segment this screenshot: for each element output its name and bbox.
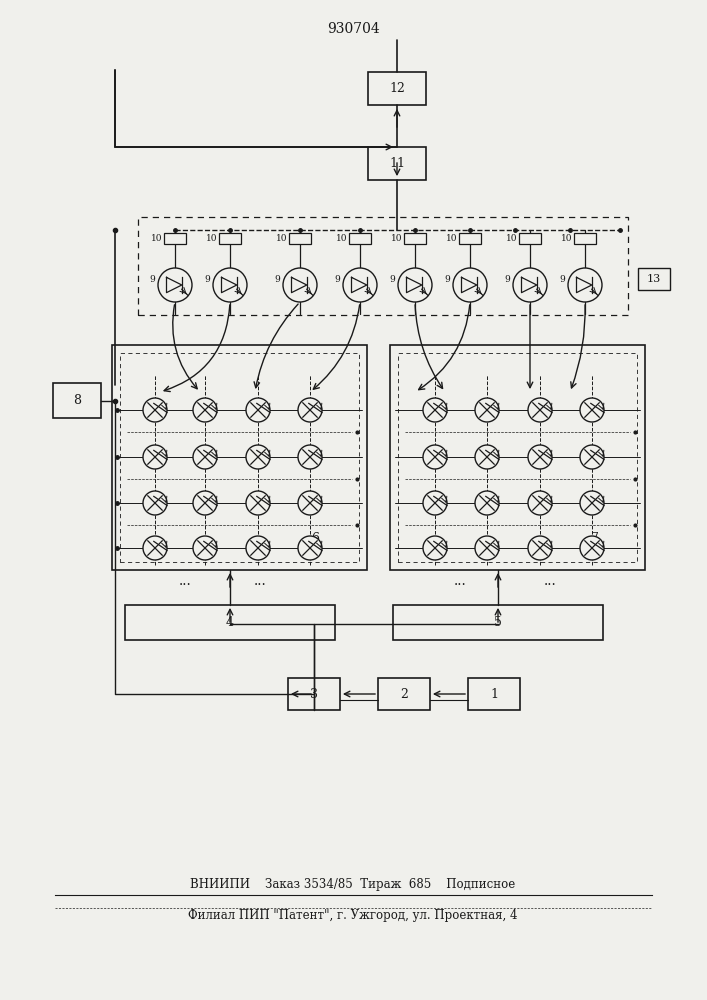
Text: 12: 12: [389, 82, 405, 95]
Circle shape: [246, 398, 270, 422]
Bar: [393, 605, 603, 640]
Text: 5: 5: [494, 616, 502, 629]
Bar: [638, 268, 670, 290]
Circle shape: [246, 445, 270, 469]
Circle shape: [398, 268, 432, 302]
Text: 2: 2: [400, 688, 408, 700]
Circle shape: [475, 491, 499, 515]
Circle shape: [580, 536, 604, 560]
Circle shape: [193, 445, 217, 469]
Text: 10: 10: [561, 234, 572, 243]
Bar: [519, 233, 541, 244]
Circle shape: [143, 491, 167, 515]
Text: 1: 1: [490, 688, 498, 700]
Bar: [349, 233, 371, 244]
Circle shape: [580, 445, 604, 469]
Text: 9: 9: [505, 275, 510, 284]
Circle shape: [283, 268, 317, 302]
Text: ВНИИПИ    Заказ 3534/85  Тираж  685    Подписное: ВНИИПИ Заказ 3534/85 Тираж 685 Подписное: [190, 878, 515, 891]
Bar: [368, 72, 426, 105]
Circle shape: [246, 491, 270, 515]
Text: 3: 3: [310, 688, 318, 700]
Text: 930704: 930704: [327, 22, 380, 36]
Text: 10: 10: [445, 234, 457, 243]
Circle shape: [246, 536, 270, 560]
Text: 10: 10: [206, 234, 217, 243]
Circle shape: [143, 445, 167, 469]
Bar: [164, 233, 186, 244]
Text: 11: 11: [389, 157, 405, 170]
Text: 9: 9: [150, 275, 156, 284]
Circle shape: [568, 268, 602, 302]
Circle shape: [298, 491, 322, 515]
Text: 10: 10: [276, 234, 287, 243]
Circle shape: [475, 445, 499, 469]
Text: 9: 9: [560, 275, 566, 284]
Bar: [289, 233, 311, 244]
Circle shape: [213, 268, 247, 302]
Circle shape: [528, 536, 552, 560]
Circle shape: [298, 536, 322, 560]
Circle shape: [423, 536, 447, 560]
Circle shape: [475, 398, 499, 422]
Text: 9: 9: [205, 275, 211, 284]
Text: 10: 10: [336, 234, 347, 243]
Text: 10: 10: [390, 234, 402, 243]
Circle shape: [528, 398, 552, 422]
Bar: [368, 147, 426, 180]
Circle shape: [193, 491, 217, 515]
Circle shape: [193, 536, 217, 560]
Bar: [468, 678, 520, 710]
Text: 4: 4: [226, 616, 234, 629]
Bar: [125, 605, 335, 640]
Text: 8: 8: [73, 394, 81, 407]
Bar: [404, 233, 426, 244]
Text: ...: ...: [454, 574, 467, 588]
Bar: [219, 233, 241, 244]
Circle shape: [580, 398, 604, 422]
Text: 10: 10: [151, 234, 162, 243]
Circle shape: [343, 268, 377, 302]
Text: 13: 13: [647, 274, 661, 284]
Text: 6: 6: [311, 532, 319, 544]
Text: 10: 10: [506, 234, 517, 243]
Text: ...: ...: [179, 574, 192, 588]
Circle shape: [193, 398, 217, 422]
Circle shape: [453, 268, 487, 302]
Circle shape: [143, 536, 167, 560]
Bar: [378, 678, 430, 710]
Circle shape: [528, 491, 552, 515]
Text: 9: 9: [445, 275, 450, 284]
Bar: [459, 233, 481, 244]
Circle shape: [298, 445, 322, 469]
Bar: [53, 383, 101, 418]
Circle shape: [143, 398, 167, 422]
Circle shape: [423, 398, 447, 422]
Circle shape: [528, 445, 552, 469]
Bar: [574, 233, 596, 244]
Circle shape: [423, 445, 447, 469]
Circle shape: [158, 268, 192, 302]
Bar: [390, 345, 645, 570]
Text: Филиал ПИП "Патент", г. Ужгород, ул. Проектная, 4: Филиал ПИП "Патент", г. Ужгород, ул. Про…: [188, 909, 518, 922]
Circle shape: [423, 491, 447, 515]
Circle shape: [580, 491, 604, 515]
Text: 9: 9: [275, 275, 281, 284]
Text: 9: 9: [334, 275, 341, 284]
Circle shape: [513, 268, 547, 302]
Bar: [112, 345, 367, 570]
Circle shape: [298, 398, 322, 422]
Text: 9: 9: [390, 275, 395, 284]
Circle shape: [475, 536, 499, 560]
Text: ...: ...: [254, 574, 267, 588]
Bar: [288, 678, 340, 710]
Text: 7: 7: [591, 532, 599, 544]
Text: ...: ...: [544, 574, 556, 588]
